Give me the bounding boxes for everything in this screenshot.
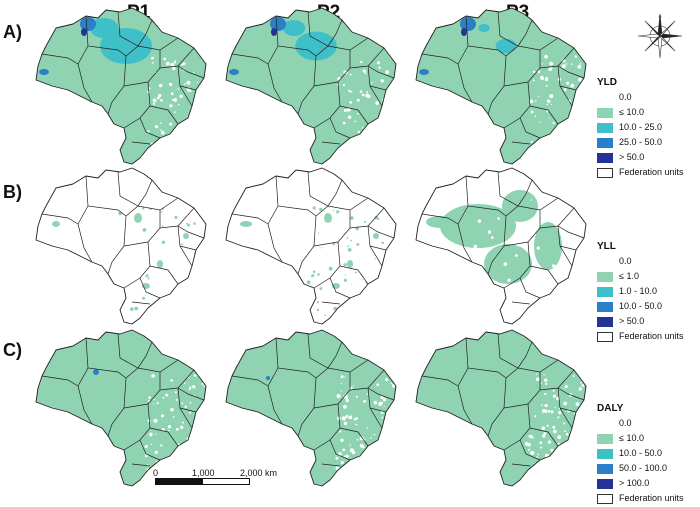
legend-yll-item-0: 0.0 [597,255,684,270]
legend-swatch [597,448,613,459]
svg-text:N: N [659,14,662,19]
row-label-a: A) [3,22,22,42]
legend-daly-item-5: Federation units [597,492,684,507]
map-daly-p3 [415,329,587,487]
legend-yll-title: YLL [597,241,616,252]
map-yld-p2 [225,7,397,165]
scale-tick-2000: 2,000 km [240,468,278,478]
legend-swatch [597,93,613,103]
legend-swatch [597,301,613,312]
legend-swatch [597,433,613,444]
legend-yld-item-4: > 50.0 [597,151,684,166]
legend-swatch [597,137,613,148]
legend-yld-title: YLD [597,77,617,88]
map-daly-p2 [225,329,397,487]
compass-rose-icon: N [637,13,683,59]
scale-tick-0: 0 [153,468,159,478]
map-yll-p3 [415,167,587,325]
legend-swatch [597,463,613,474]
legend-yld-item-5: Federation units [597,166,684,181]
scale-tick-1000: 1,000 [192,468,215,478]
legend-yll-item-4: > 50.0 [597,315,684,330]
legend-yld: YLD 0.0 ≤ 10.0 10.0 - 25.0 25.0 - 50.0 >… [597,77,684,181]
legend-swatch [597,167,613,178]
legend-yll: YLL 0.0 ≤ 1.0 1.0 - 10.0 10.0 - 50.0 > 5… [597,241,684,345]
legend-swatch [597,419,613,429]
legend-daly-title: DALY [597,403,624,414]
legend-yll-item-1: ≤ 1.0 [597,270,684,285]
legend-yld-item-3: 25.0 - 50.0 [597,136,684,151]
legend-swatch [597,271,613,282]
legend-daly-item-3: 50.0 - 100.0 [597,462,684,477]
legend-swatch [597,122,613,133]
legend-swatch [597,107,613,118]
legend-swatch [597,478,613,489]
scale-bar-segment-white [202,478,250,485]
legend-daly-item-2: 10.0 - 50.0 [597,447,684,462]
map-yld-p3 [415,7,587,165]
legend-yll-item-5: Federation units [597,330,684,345]
legend-swatch [597,493,613,504]
legend-swatch [597,316,613,327]
legend-swatch [597,286,613,297]
legend-yll-item-3: 10.0 - 50.0 [597,300,684,315]
scale-bar-segment-black [155,478,203,485]
row-label-c: C) [3,340,22,360]
legend-daly-item-0: 0.0 [597,417,684,432]
legend-swatch [597,331,613,342]
map-yld-p1 [35,7,207,165]
legend-yld-item-1: ≤ 10.0 [597,106,684,121]
map-daly-p1 [35,329,207,487]
legend-swatch [597,257,613,267]
legend-daly-item-1: ≤ 10.0 [597,432,684,447]
row-label-b: B) [3,182,22,202]
legend-daly-item-4: > 100.0 [597,477,684,492]
map-yll-p1 [35,167,207,325]
legend-daly: DALY 0.0 ≤ 10.0 10.0 - 50.0 50.0 - 100.0… [597,403,684,507]
map-yll-p2 [225,167,397,325]
legend-yll-item-2: 1.0 - 10.0 [597,285,684,300]
scale-bar: 0 1,000 2,000 km [153,468,315,492]
legend-yld-item-2: 10.0 - 25.0 [597,121,684,136]
legend-yld-item-0: 0.0 [597,91,684,106]
legend-swatch [597,152,613,163]
